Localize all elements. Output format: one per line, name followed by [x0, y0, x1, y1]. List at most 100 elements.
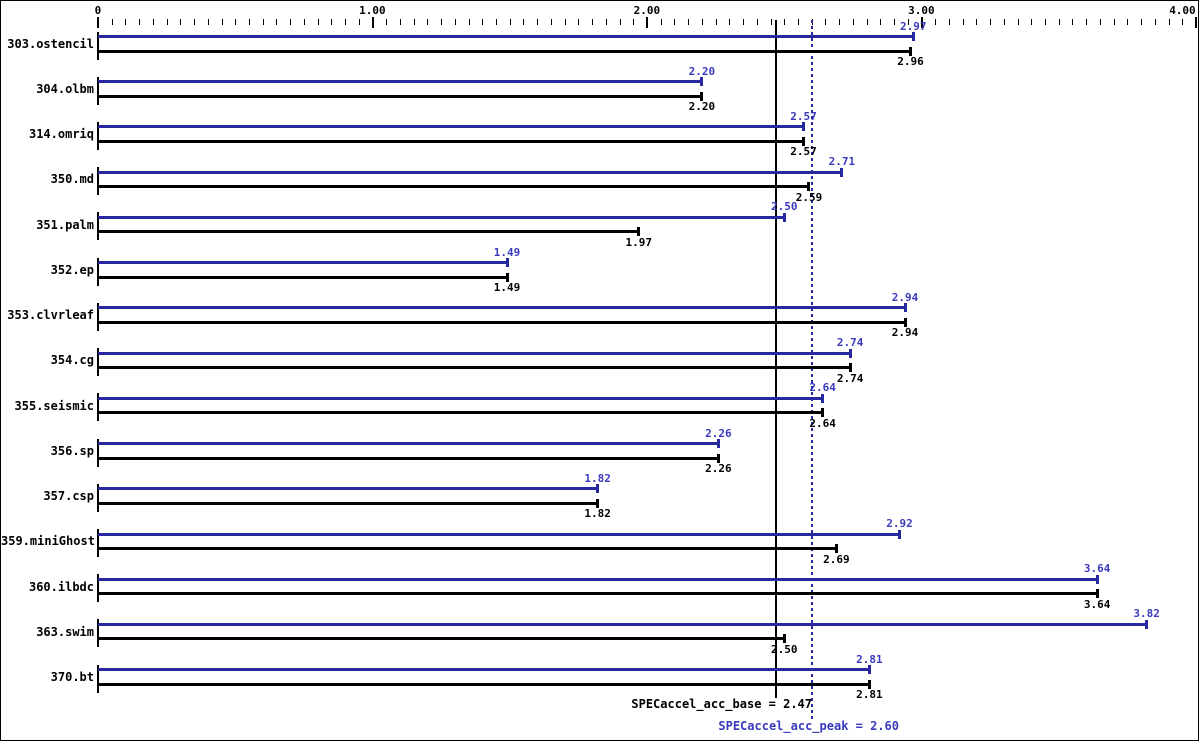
x-axis-minor-tick: [962, 19, 964, 25]
row-axis-tick: [97, 529, 99, 558]
peak-bar: [98, 577, 1098, 581]
x-axis-minor-tick: [317, 19, 319, 25]
x-axis-major-tick: [371, 17, 374, 28]
base-bar-endcap: [716, 453, 720, 463]
base-bar: [98, 320, 906, 324]
base-bar-endcap: [782, 634, 786, 644]
benchmark-label: 352.ep: [50, 262, 94, 277]
x-axis-minor-tick: [839, 19, 841, 25]
x-axis-minor-tick: [592, 19, 594, 25]
x-axis-minor-tick: [674, 19, 676, 25]
x-axis-minor-tick: [701, 19, 703, 25]
x-axis-minor-tick: [784, 19, 786, 25]
x-axis-minor-tick: [180, 19, 182, 25]
benchmark-label: 359.miniGhost: [1, 534, 95, 549]
x-axis-minor-tick: [976, 19, 978, 25]
x-axis-minor-tick: [221, 19, 223, 25]
x-axis-minor-tick: [852, 19, 854, 25]
base-value-label: 2.81: [856, 688, 883, 702]
x-axis-major-tick: [1195, 17, 1197, 28]
x-axis-minor-tick: [1154, 19, 1156, 25]
base-bar-endcap: [637, 227, 641, 237]
benchmark-label: 355.seismic: [14, 398, 94, 413]
peak-bar: [98, 442, 719, 446]
base-bar-endcap: [848, 363, 852, 373]
peak-bar: [98, 396, 823, 400]
row-axis-tick: [97, 121, 99, 150]
base-bar-endcap: [807, 182, 811, 192]
x-axis-minor-tick: [660, 19, 662, 25]
x-axis-minor-tick: [166, 19, 168, 25]
x-axis-minor-tick: [125, 19, 127, 25]
x-axis-minor-tick: [262, 19, 264, 25]
peak-bar: [98, 80, 702, 84]
row-axis-tick: [97, 393, 99, 422]
peak-bar: [98, 306, 906, 310]
x-axis-minor-tick: [1017, 19, 1019, 25]
base-bar-endcap: [903, 317, 907, 327]
base-bar-endcap: [505, 272, 509, 282]
peak-bar: [98, 622, 1147, 626]
x-axis-minor-tick: [290, 19, 292, 25]
base-value-label: 3.64: [1083, 597, 1111, 611]
peak-bar-endcap: [840, 167, 844, 177]
x-axis-minor-tick: [1127, 19, 1129, 25]
peak-bar: [98, 668, 870, 672]
peak-value-label: 2.71: [828, 155, 856, 169]
x-axis-minor-tick: [797, 19, 799, 25]
base-value-label: 2.50: [771, 642, 798, 656]
row-axis-tick: [97, 302, 99, 331]
peak-value-label: 2.57: [790, 109, 817, 123]
x-axis-tick-label: 4.00: [1169, 4, 1196, 17]
x-axis-minor-tick: [111, 19, 113, 25]
benchmark-label: 351.palm: [36, 217, 94, 232]
base-bar: [98, 94, 702, 98]
base-bar-endcap: [1095, 589, 1099, 599]
peak-bar-endcap: [898, 529, 902, 539]
x-axis-minor-tick: [935, 19, 937, 25]
peak-value-label: 2.74: [836, 336, 864, 350]
x-axis-minor-tick: [139, 19, 141, 25]
peak-value-label: 2.81: [856, 652, 883, 666]
x-axis-minor-tick: [386, 19, 388, 25]
x-axis-minor-tick: [454, 19, 456, 25]
x-axis-minor-tick: [743, 19, 745, 25]
base-bar: [98, 682, 870, 686]
x-axis-minor-tick: [990, 19, 992, 25]
peak-bar-endcap: [505, 258, 509, 268]
row-axis-tick: [97, 664, 99, 693]
x-axis-minor-tick: [248, 19, 250, 25]
peak-bar-endcap: [821, 393, 825, 403]
x-axis-major-tick: [920, 17, 923, 28]
base-bar-endcap: [909, 46, 913, 56]
row-axis-tick: [97, 212, 99, 241]
x-axis-major-tick: [646, 17, 648, 28]
x-axis-minor-tick: [770, 19, 772, 25]
base-mean-label: SPECaccel_acc_base = 2.47: [631, 697, 812, 711]
x-axis-tick-label: 3.00: [908, 4, 935, 17]
row-axis-tick: [97, 76, 99, 105]
peak-value-label: 2.64: [809, 381, 836, 395]
base-bar: [98, 366, 851, 370]
peak-bar-endcap: [782, 212, 786, 222]
benchmark-label: 354.cg: [50, 353, 94, 368]
base-bar: [98, 411, 823, 415]
x-axis-minor-tick: [1058, 19, 1060, 25]
benchmark-label: 304.olbm: [36, 81, 94, 96]
row-axis-tick: [97, 348, 99, 377]
peak-bar: [98, 35, 914, 38]
x-axis-minor-tick: [578, 19, 580, 25]
x-axis-minor-tick: [152, 19, 154, 25]
row-axis-tick: [97, 31, 99, 60]
base-bar-endcap: [867, 679, 871, 689]
x-axis-minor-tick: [1099, 19, 1101, 25]
x-axis-minor-tick: [207, 19, 209, 25]
x-axis-minor-tick: [1113, 19, 1115, 25]
x-axis-minor-tick: [1086, 19, 1088, 25]
base-bar-endcap: [801, 136, 805, 146]
peak-mean-label: SPECaccel_acc_peak = 2.60: [718, 719, 899, 733]
x-axis-tick-label: 2.00: [633, 4, 661, 17]
peak-value-label: 2.50: [771, 200, 798, 214]
peak-mean-line: [810, 20, 813, 719]
